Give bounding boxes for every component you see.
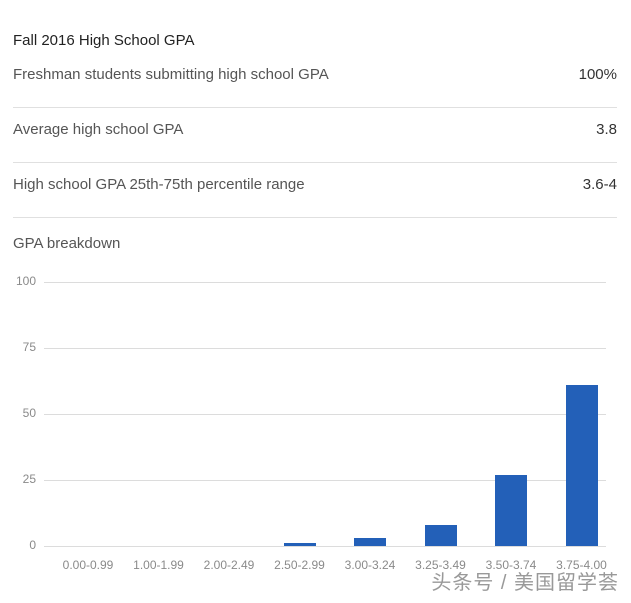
bar-2.50-2.99[interactable] <box>283 543 316 546</box>
y-tick-label: 100 <box>15 274 36 288</box>
y-tick-label: 50 <box>22 406 36 420</box>
stat-value: 3.6-4 <box>582 176 617 193</box>
x-tick-label: 1.00-1.99 <box>133 558 184 572</box>
watermark: 头条号 / 美国留学荟 <box>431 572 619 594</box>
gridline <box>44 480 606 481</box>
y-tick-label: 75 <box>22 340 36 354</box>
stat-row-average: Average high school GPA 3.8 <box>13 107 617 163</box>
stat-label: Freshman students submitting high school… <box>13 66 329 83</box>
bar-3.50-3.74[interactable] <box>495 474 527 546</box>
page-title: Fall 2016 High School GPA <box>13 32 195 49</box>
bar-3.25-3.49[interactable] <box>424 524 457 546</box>
gridline <box>44 414 606 415</box>
bar-3.75-4.00[interactable] <box>565 384 598 546</box>
stat-row-submitting: Freshman students submitting high school… <box>13 52 617 108</box>
x-tick-label: 0.00-0.99 <box>62 558 114 572</box>
gpa-breakdown-heading: GPA breakdown <box>13 235 121 252</box>
y-tick-label: 0 <box>29 538 36 552</box>
x-tick-label: 3.25-3.49 <box>415 558 466 572</box>
gridline <box>44 546 606 547</box>
x-tick-label: 2.00-2.49 <box>203 558 255 572</box>
stat-label: High school GPA 25th-75th percentile ran… <box>13 176 305 193</box>
bar-3.00-3.24[interactable] <box>354 538 386 546</box>
stat-label: Average high school GPA <box>13 121 184 138</box>
stat-row-percentile: High school GPA 25th-75th percentile ran… <box>13 162 617 218</box>
x-tick-label: 3.50-3.74 <box>485 558 537 572</box>
gridline <box>44 282 606 283</box>
gridline <box>44 348 606 349</box>
x-tick-label: 2.50-2.99 <box>274 558 325 572</box>
stat-value: 3.8 <box>596 121 617 138</box>
stat-value: 100% <box>578 66 617 83</box>
gpa-bar-chart: 100 75 50 25 0 0.00-0.99 1.00-1.99 2.00-2.49 2.5… <box>0 270 631 580</box>
y-tick-label: 25 <box>22 472 36 486</box>
x-tick-label: 3.75-4.00 <box>556 558 607 572</box>
x-tick-label: 3.00-3.24 <box>344 558 396 572</box>
